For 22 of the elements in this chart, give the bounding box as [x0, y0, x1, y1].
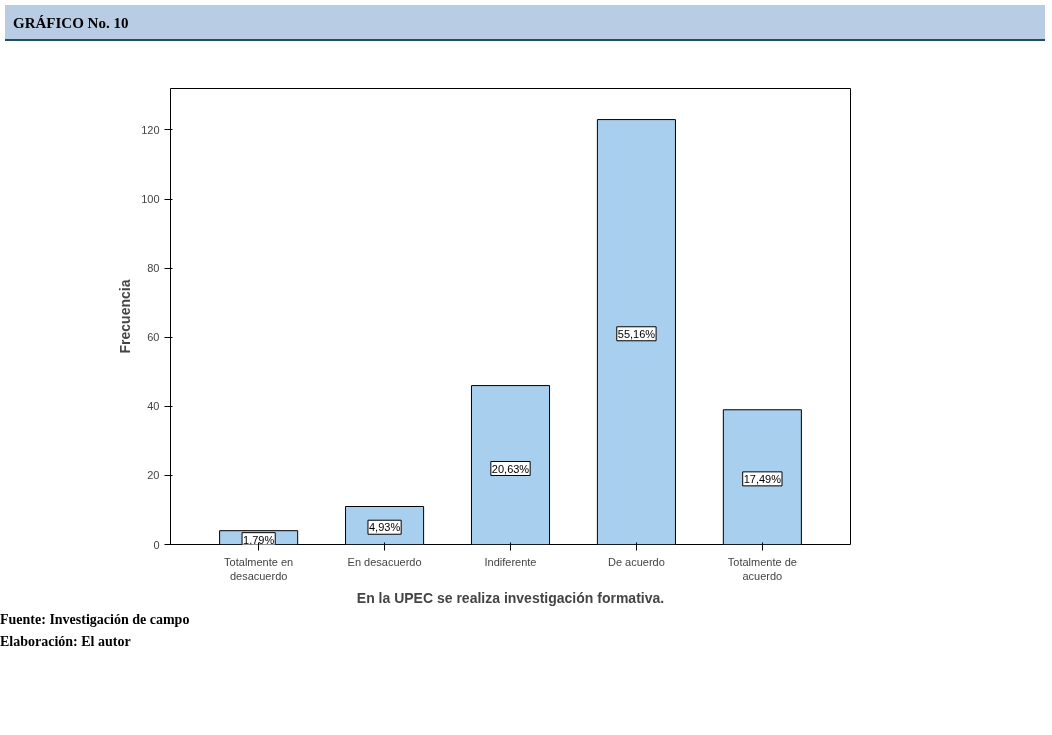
- source-note: Fuente: Investigación de campo: [0, 611, 190, 629]
- y-tick-label: 0: [153, 538, 160, 551]
- y-tick-label: 60: [147, 331, 160, 344]
- annotation: 17,49%: [743, 472, 782, 485]
- x-tick-label: Totalmente de acuerdo: [727, 555, 797, 582]
- annotation: 55,16%: [617, 327, 656, 340]
- y-tick-label: 20: [147, 469, 160, 482]
- y-tick-label: 40: [147, 400, 160, 413]
- y-tick-label: 100: [141, 193, 160, 206]
- y-tick-label: 120: [141, 123, 160, 136]
- x-tick-label: En desacuerdo: [347, 555, 422, 568]
- y-axis-title: Frecuencia: [117, 279, 134, 354]
- y-tick-label: 80: [147, 262, 160, 275]
- annotation: 20,63%: [491, 462, 530, 475]
- annotation: 4,93%: [368, 521, 401, 534]
- x-tick-label: De acuerdo: [607, 555, 665, 568]
- x-axis-title: En la UPEC se realiza investigación formativa.: [356, 589, 665, 606]
- chart-title: GRÁFICO No. 10: [13, 14, 129, 33]
- annotation: 1,79%: [243, 533, 275, 546]
- text: Elaboración: El autor: [0, 633, 131, 651]
- x-tick-label: Totalmente en desacuerdo: [224, 555, 294, 582]
- x-tick-label: Indiferente: [484, 555, 537, 568]
